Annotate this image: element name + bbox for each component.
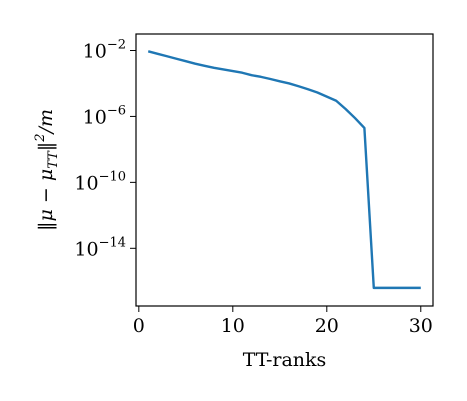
y-axis-ticks: 10−2 10−6 10−10 10−14	[74, 37, 136, 260]
plot-frame	[135, 33, 434, 307]
x-tick-label: 30	[409, 315, 433, 337]
y-tick-label: 10−10	[74, 169, 126, 194]
y-tick-label: 10−2	[83, 37, 126, 62]
y-axis-label: ‖μ − μTT‖2/m	[33, 109, 61, 231]
x-tick-label: 20	[315, 315, 339, 337]
series-layer	[147, 50, 421, 290]
x-axis-label: TT-ranks	[243, 349, 327, 371]
y-tick-label: 10−6	[83, 103, 126, 128]
x-tick-label: 0	[133, 315, 145, 337]
y-tick-label: 10−14	[74, 235, 126, 260]
x-tick-label: 10	[221, 315, 245, 337]
x-axis-ticks: 0 10 20 30	[133, 306, 433, 337]
series-line	[147, 50, 421, 290]
